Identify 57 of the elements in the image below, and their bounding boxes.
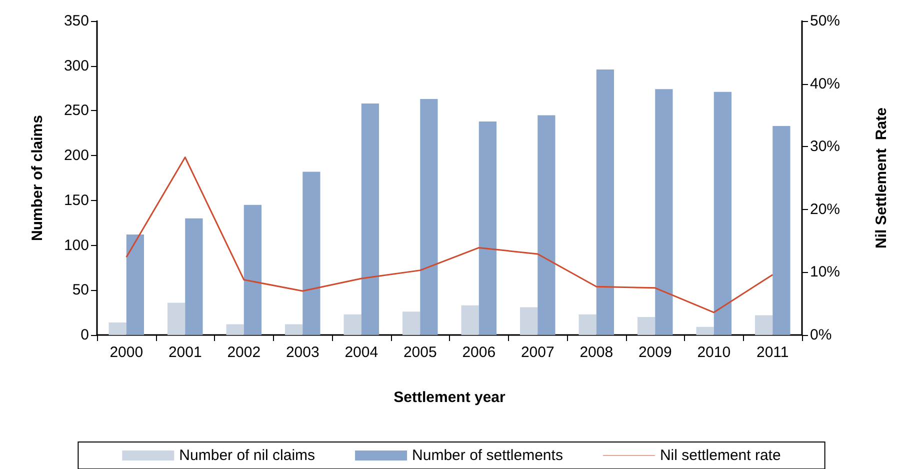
y-tick-label: 100 (64, 236, 89, 254)
y2-tick-label: 50% (810, 12, 840, 30)
x-tick-label: 2008 (580, 344, 614, 361)
y2-tick-label: 20% (810, 200, 840, 218)
y-tick-label: 300 (64, 57, 89, 74)
bar (361, 104, 379, 335)
bar (108, 322, 126, 335)
bar (478, 121, 496, 335)
bar (302, 172, 320, 335)
bar (420, 99, 438, 335)
bar (696, 326, 714, 335)
bar (461, 305, 479, 335)
x-tick-label: 2010 (697, 344, 731, 361)
bar (655, 89, 673, 335)
x-tick-label: 2006 (462, 344, 496, 361)
bar (126, 234, 144, 335)
bar (755, 315, 773, 335)
bar (244, 204, 262, 335)
y2-tick-label: 30% (810, 138, 840, 156)
y2-tick-label: 40% (810, 75, 840, 92)
x-tick-label: 2003 (286, 344, 320, 361)
bar (596, 69, 614, 335)
y-tick-label: 200 (64, 147, 89, 164)
bar (285, 324, 303, 335)
y2-tick-label: 0% (810, 326, 832, 344)
y2-axis-title: Nil Settlement Rate (873, 108, 890, 248)
x-tick-label: 2005 (403, 344, 437, 361)
y-tick-label: 350 (64, 12, 89, 30)
x-tick-label: 2001 (168, 344, 202, 361)
legend-label: Number of settlements (412, 447, 563, 464)
bar (402, 312, 420, 335)
y-tick-label: 150 (64, 192, 89, 209)
x-tick-label: 2011 (756, 344, 789, 361)
legend-label: Number of nil claims (179, 447, 316, 464)
bar (538, 115, 556, 335)
bar (520, 307, 538, 335)
y-tick-label: 50 (72, 282, 89, 299)
x-tick-label: 2000 (110, 344, 144, 361)
bar (185, 218, 203, 335)
y2-tick-label: 10% (810, 264, 840, 281)
bar (168, 302, 186, 335)
line-series (126, 156, 774, 314)
x-tick-label: 2002 (227, 344, 261, 361)
y-axis-title: Number of claims (29, 115, 46, 241)
y-tick-label: 0 (80, 326, 89, 344)
y-tick-label: 250 (64, 102, 89, 120)
bar (578, 314, 596, 335)
x-axis-title: Settlement year (394, 389, 506, 406)
legend-label: Nil settlement rate (660, 447, 781, 464)
bar (226, 324, 244, 335)
bar (772, 126, 790, 335)
bar (344, 314, 362, 335)
bar (714, 92, 732, 335)
x-tick-label: 2009 (638, 344, 672, 361)
bar (638, 317, 656, 335)
x-tick-label: 2004 (344, 344, 378, 361)
x-tick-label: 2007 (520, 344, 554, 361)
